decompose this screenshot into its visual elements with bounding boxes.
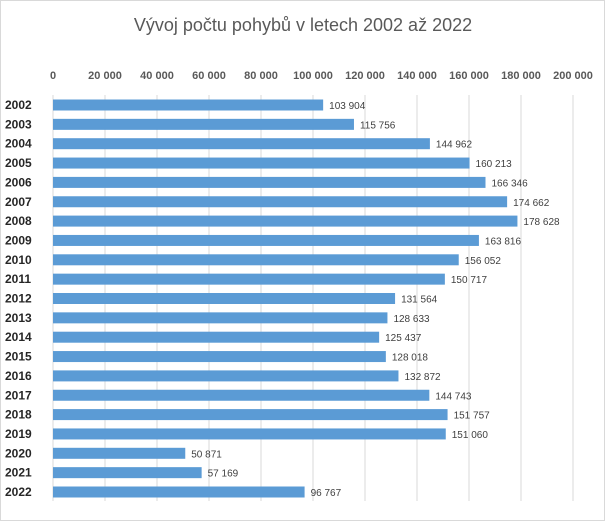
x-tick-label: 80 000 — [244, 70, 278, 82]
x-tick-label: 100 000 — [293, 70, 333, 82]
x-tick-label: 140 000 — [397, 70, 437, 82]
bar-2012 — [53, 293, 396, 304]
bar-2016 — [53, 370, 399, 382]
x-axis-ticks: 0 20 000 40 000 60 000 80 000 100 000 120 000 1… — [50, 70, 593, 82]
data-label: 103 904 — [329, 101, 366, 112]
data-label: 151 757 — [454, 411, 491, 422]
x-tick-label: 60 000 — [192, 70, 226, 82]
x-tick-label: 200 000 — [553, 70, 593, 82]
category-label: 2014 — [5, 330, 32, 344]
bar-2005 — [53, 157, 470, 169]
data-label: 144 743 — [435, 391, 472, 402]
y-axis-categories: 2002 2003 2004 2005 2006 2007 2008 2009 2010 2011… — [5, 98, 32, 499]
category-label: 2005 — [5, 156, 32, 170]
bar-2015 — [53, 351, 386, 363]
category-label: 2017 — [5, 388, 32, 402]
category-label: 2003 — [5, 117, 32, 131]
bar-2013 — [53, 312, 388, 324]
category-label: 2016 — [5, 369, 32, 383]
data-label: 96 767 — [311, 488, 342, 499]
data-label: 115 756 — [360, 120, 396, 131]
data-label: 156 052 — [465, 256, 502, 267]
data-label: 57 169 — [208, 469, 239, 480]
category-label: 2015 — [5, 350, 32, 364]
data-label: 178 628 — [523, 217, 560, 228]
bars — [53, 99, 518, 498]
data-label: 174 662 — [513, 198, 550, 209]
x-tick-label: 20 000 — [88, 70, 122, 82]
bar-2020 — [53, 447, 186, 459]
bar-2003 — [53, 118, 354, 130]
bar-2002 — [53, 99, 324, 111]
bar-2004 — [53, 138, 430, 150]
category-label: 2008 — [5, 214, 32, 228]
bar-2017 — [53, 389, 430, 401]
chart-title: Vývoj počtu pohybů v letech 2002 až 2022 — [134, 15, 472, 35]
category-label: 2019 — [5, 427, 32, 441]
category-label: 2011 — [5, 272, 31, 286]
bar-2009 — [53, 234, 479, 246]
bar-2007 — [53, 196, 508, 208]
bar-2014 — [53, 331, 380, 343]
bar-2008 — [53, 215, 518, 227]
data-label: 125 437 — [385, 333, 422, 344]
category-label: 2007 — [5, 195, 32, 209]
x-tick-label: 120 000 — [345, 70, 385, 82]
bar-2018 — [53, 409, 448, 421]
category-label: 2012 — [5, 292, 32, 306]
data-label: 166 346 — [491, 178, 528, 189]
bar-2021 — [53, 467, 202, 479]
data-label: 50 871 — [191, 449, 222, 460]
data-label: 128 633 — [393, 314, 430, 325]
bar-2019 — [53, 428, 446, 440]
category-label: 2004 — [5, 137, 32, 151]
data-label: 132 872 — [404, 372, 441, 383]
data-label: 151 060 — [452, 430, 489, 441]
bar-2011 — [53, 273, 445, 285]
category-label: 2006 — [5, 175, 32, 189]
category-label: 2010 — [5, 253, 32, 267]
category-label: 2018 — [5, 408, 32, 422]
data-label: 128 018 — [392, 353, 429, 364]
category-label: 2002 — [5, 98, 32, 112]
category-label: 2013 — [5, 311, 32, 325]
category-label: 2021 — [5, 466, 32, 480]
data-label: 150 717 — [451, 275, 488, 286]
data-label: 131 564 — [401, 295, 438, 306]
x-tick-label: 160 000 — [449, 70, 489, 82]
data-label: 160 213 — [476, 159, 513, 170]
category-label: 2009 — [5, 233, 32, 247]
bar-2022 — [53, 486, 305, 498]
category-label: 2022 — [5, 485, 32, 499]
data-label: 144 962 — [436, 140, 473, 151]
data-label: 163 816 — [485, 236, 522, 247]
x-tick-label: 40 000 — [140, 70, 174, 82]
category-label: 2020 — [5, 446, 32, 460]
x-tick-label: 180 000 — [501, 70, 541, 82]
bar-2010 — [53, 254, 459, 266]
bar-2006 — [53, 176, 486, 188]
x-tick-label: 0 — [50, 70, 56, 82]
